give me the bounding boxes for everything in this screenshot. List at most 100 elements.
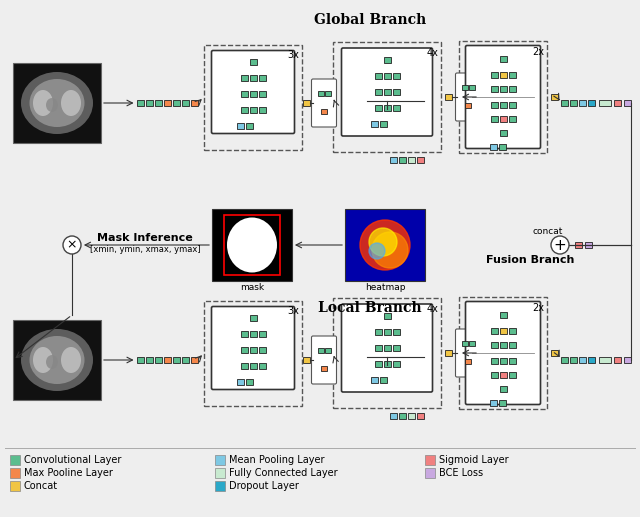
- Bar: [191, 100, 198, 106]
- Bar: [445, 94, 451, 100]
- FancyBboxPatch shape: [312, 336, 337, 384]
- Bar: [392, 105, 399, 111]
- Text: +: +: [554, 237, 566, 252]
- Bar: [499, 386, 506, 392]
- Bar: [575, 242, 582, 248]
- Bar: [468, 341, 474, 345]
- Bar: [173, 100, 179, 106]
- Bar: [490, 328, 497, 334]
- Text: 3x: 3x: [287, 51, 299, 60]
- Bar: [250, 363, 257, 369]
- Text: mask: mask: [240, 283, 264, 293]
- Bar: [383, 73, 390, 79]
- Bar: [380, 121, 387, 127]
- Text: BCE Loss: BCE Loss: [439, 468, 483, 478]
- Bar: [599, 100, 611, 106]
- Bar: [392, 73, 399, 79]
- Bar: [392, 345, 399, 351]
- Bar: [399, 413, 406, 419]
- Bar: [499, 86, 506, 92]
- Circle shape: [369, 243, 385, 259]
- Ellipse shape: [61, 90, 81, 116]
- Bar: [499, 144, 506, 150]
- Bar: [390, 413, 397, 419]
- Bar: [303, 100, 310, 106]
- Bar: [374, 73, 381, 79]
- Bar: [445, 350, 451, 356]
- Text: ×: ×: [67, 238, 77, 251]
- Bar: [490, 102, 497, 108]
- Bar: [259, 91, 266, 97]
- FancyBboxPatch shape: [342, 304, 433, 392]
- Bar: [154, 100, 161, 106]
- Ellipse shape: [33, 90, 53, 116]
- FancyBboxPatch shape: [456, 73, 481, 121]
- Bar: [241, 75, 248, 81]
- Text: 3x: 3x: [287, 307, 299, 316]
- Bar: [250, 75, 257, 81]
- Bar: [241, 107, 248, 113]
- Bar: [390, 157, 397, 163]
- Bar: [317, 90, 323, 96]
- Text: 4x: 4x: [426, 304, 438, 314]
- Bar: [204, 44, 302, 149]
- Bar: [250, 315, 257, 321]
- Text: Mean Pooling Layer: Mean Pooling Layer: [229, 455, 324, 465]
- Bar: [224, 215, 280, 275]
- Bar: [383, 345, 390, 351]
- Bar: [561, 100, 568, 106]
- Bar: [324, 90, 330, 96]
- Text: Local Branch: Local Branch: [318, 301, 422, 315]
- Text: Mask Inference: Mask Inference: [97, 233, 193, 243]
- Bar: [145, 357, 152, 363]
- Bar: [154, 357, 161, 363]
- Circle shape: [372, 232, 408, 268]
- Bar: [259, 363, 266, 369]
- Bar: [383, 361, 390, 367]
- Bar: [237, 379, 244, 385]
- Bar: [191, 357, 198, 363]
- Bar: [459, 297, 547, 409]
- Bar: [584, 242, 591, 248]
- Bar: [490, 342, 497, 348]
- Bar: [509, 102, 515, 108]
- Bar: [321, 109, 327, 114]
- Text: Fusion Branch: Fusion Branch: [486, 255, 574, 265]
- Bar: [623, 100, 630, 106]
- FancyBboxPatch shape: [211, 51, 294, 133]
- Bar: [136, 100, 143, 106]
- Text: Convolutional Layer: Convolutional Layer: [24, 455, 122, 465]
- Bar: [408, 413, 415, 419]
- Text: [xmin, ymin, xmax, ymax]: [xmin, ymin, xmax, ymax]: [90, 246, 200, 254]
- Bar: [490, 86, 497, 92]
- Bar: [237, 123, 244, 129]
- Bar: [499, 328, 506, 334]
- Ellipse shape: [46, 355, 58, 369]
- Bar: [499, 342, 506, 348]
- Bar: [461, 341, 467, 345]
- Bar: [490, 372, 497, 378]
- Bar: [550, 94, 557, 100]
- Bar: [345, 209, 425, 281]
- Ellipse shape: [21, 329, 93, 391]
- Text: Sigmoid Layer: Sigmoid Layer: [439, 455, 509, 465]
- Bar: [383, 313, 390, 319]
- Bar: [490, 358, 497, 364]
- Bar: [204, 300, 302, 405]
- Bar: [333, 42, 441, 152]
- FancyBboxPatch shape: [342, 48, 433, 136]
- Bar: [371, 377, 378, 383]
- Bar: [246, 123, 253, 129]
- Bar: [499, 72, 506, 78]
- Bar: [614, 357, 621, 363]
- FancyBboxPatch shape: [211, 307, 294, 389]
- Text: 2x: 2x: [532, 303, 544, 313]
- Bar: [250, 331, 257, 337]
- Bar: [579, 100, 586, 106]
- FancyBboxPatch shape: [465, 301, 541, 404]
- Bar: [623, 357, 630, 363]
- Bar: [499, 102, 506, 108]
- Bar: [509, 358, 515, 364]
- Ellipse shape: [61, 347, 81, 373]
- Bar: [499, 372, 506, 378]
